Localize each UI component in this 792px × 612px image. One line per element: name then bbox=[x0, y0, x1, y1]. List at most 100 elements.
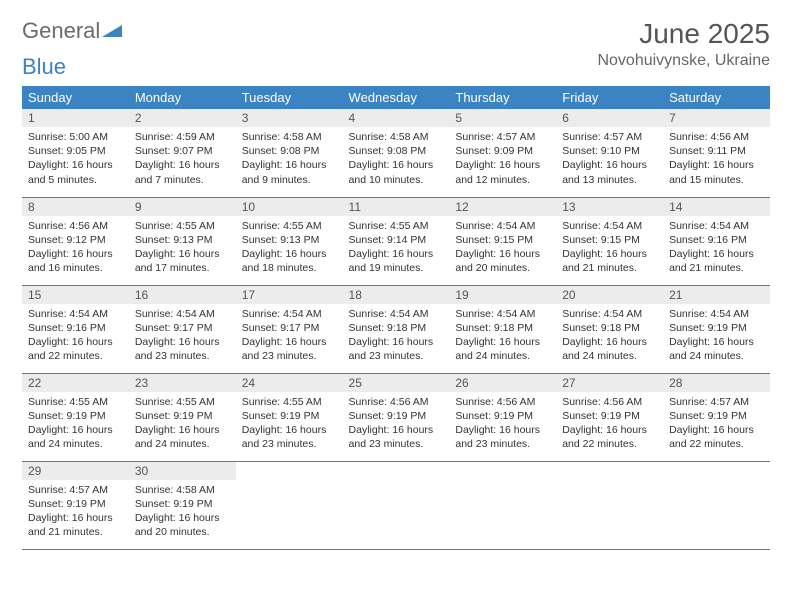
calendar-week-row: 8Sunrise: 4:56 AMSunset: 9:12 PMDaylight… bbox=[22, 197, 770, 285]
day-details: Sunrise: 4:56 AMSunset: 9:12 PMDaylight:… bbox=[22, 216, 129, 280]
sunrise-line: Sunrise: 5:00 AM bbox=[28, 130, 123, 144]
day-details: Sunrise: 4:56 AMSunset: 9:19 PMDaylight:… bbox=[343, 392, 450, 456]
day-details: Sunrise: 4:57 AMSunset: 9:10 PMDaylight:… bbox=[556, 127, 663, 191]
sunset-line: Sunset: 9:19 PM bbox=[349, 409, 444, 423]
day-number: 30 bbox=[129, 462, 236, 480]
daylight-line: Daylight: 16 hours and 24 minutes. bbox=[669, 335, 764, 363]
day-details: Sunrise: 4:55 AMSunset: 9:19 PMDaylight:… bbox=[22, 392, 129, 456]
calendar-cell: 16Sunrise: 4:54 AMSunset: 9:17 PMDayligh… bbox=[129, 285, 236, 373]
sunrise-line: Sunrise: 4:55 AM bbox=[242, 395, 337, 409]
day-details: Sunrise: 4:56 AMSunset: 9:19 PMDaylight:… bbox=[556, 392, 663, 456]
daylight-line: Daylight: 16 hours and 10 minutes. bbox=[349, 158, 444, 186]
day-number: 26 bbox=[449, 374, 556, 392]
calendar-cell: 19Sunrise: 4:54 AMSunset: 9:18 PMDayligh… bbox=[449, 285, 556, 373]
location: Novohuivynske, Ukraine bbox=[597, 52, 770, 70]
day-details: Sunrise: 4:54 AMSunset: 9:15 PMDaylight:… bbox=[449, 216, 556, 280]
sunrise-line: Sunrise: 4:59 AM bbox=[135, 130, 230, 144]
day-details: Sunrise: 4:57 AMSunset: 9:19 PMDaylight:… bbox=[663, 392, 770, 456]
day-number: 4 bbox=[343, 109, 450, 127]
sunset-line: Sunset: 9:19 PM bbox=[669, 409, 764, 423]
daylight-line: Daylight: 16 hours and 21 minutes. bbox=[562, 247, 657, 275]
daylight-line: Daylight: 16 hours and 20 minutes. bbox=[135, 511, 230, 539]
day-number: 20 bbox=[556, 286, 663, 304]
calendar-cell: 7Sunrise: 4:56 AMSunset: 9:11 PMDaylight… bbox=[663, 109, 770, 197]
calendar-cell: 14Sunrise: 4:54 AMSunset: 9:16 PMDayligh… bbox=[663, 197, 770, 285]
sunrise-line: Sunrise: 4:58 AM bbox=[242, 130, 337, 144]
day-details: Sunrise: 4:54 AMSunset: 9:17 PMDaylight:… bbox=[236, 304, 343, 368]
calendar-header-row: SundayMondayTuesdayWednesdayThursdayFrid… bbox=[22, 86, 770, 109]
calendar-week-row: 1Sunrise: 5:00 AMSunset: 9:05 PMDaylight… bbox=[22, 109, 770, 197]
day-number: 1 bbox=[22, 109, 129, 127]
sunset-line: Sunset: 9:14 PM bbox=[349, 233, 444, 247]
calendar-week-row: 22Sunrise: 4:55 AMSunset: 9:19 PMDayligh… bbox=[22, 373, 770, 461]
daylight-line: Daylight: 16 hours and 20 minutes. bbox=[455, 247, 550, 275]
title-block: June 2025 Novohuivynske, Ukraine bbox=[597, 18, 770, 70]
day-details: Sunrise: 4:55 AMSunset: 9:13 PMDaylight:… bbox=[129, 216, 236, 280]
calendar-week-row: 15Sunrise: 4:54 AMSunset: 9:16 PMDayligh… bbox=[22, 285, 770, 373]
weekday-header: Sunday bbox=[22, 86, 129, 109]
calendar-cell: 25Sunrise: 4:56 AMSunset: 9:19 PMDayligh… bbox=[343, 373, 450, 461]
sunset-line: Sunset: 9:15 PM bbox=[455, 233, 550, 247]
sunrise-line: Sunrise: 4:58 AM bbox=[135, 483, 230, 497]
day-details: Sunrise: 4:55 AMSunset: 9:14 PMDaylight:… bbox=[343, 216, 450, 280]
daylight-line: Daylight: 16 hours and 23 minutes. bbox=[135, 335, 230, 363]
sunset-line: Sunset: 9:19 PM bbox=[135, 497, 230, 511]
calendar-cell: 9Sunrise: 4:55 AMSunset: 9:13 PMDaylight… bbox=[129, 197, 236, 285]
daylight-line: Daylight: 16 hours and 13 minutes. bbox=[562, 158, 657, 186]
sunrise-line: Sunrise: 4:54 AM bbox=[669, 219, 764, 233]
sunrise-line: Sunrise: 4:57 AM bbox=[28, 483, 123, 497]
calendar-cell bbox=[663, 461, 770, 549]
day-details: Sunrise: 4:58 AMSunset: 9:08 PMDaylight:… bbox=[343, 127, 450, 191]
day-details: Sunrise: 4:56 AMSunset: 9:11 PMDaylight:… bbox=[663, 127, 770, 191]
day-details: Sunrise: 4:57 AMSunset: 9:09 PMDaylight:… bbox=[449, 127, 556, 191]
calendar-cell: 22Sunrise: 4:55 AMSunset: 9:19 PMDayligh… bbox=[22, 373, 129, 461]
sunrise-line: Sunrise: 4:57 AM bbox=[562, 130, 657, 144]
sunset-line: Sunset: 9:11 PM bbox=[669, 144, 764, 158]
daylight-line: Daylight: 16 hours and 18 minutes. bbox=[242, 247, 337, 275]
day-number: 24 bbox=[236, 374, 343, 392]
sunrise-line: Sunrise: 4:56 AM bbox=[28, 219, 123, 233]
day-details: Sunrise: 4:54 AMSunset: 9:16 PMDaylight:… bbox=[663, 216, 770, 280]
calendar-cell: 30Sunrise: 4:58 AMSunset: 9:19 PMDayligh… bbox=[129, 461, 236, 549]
sunrise-line: Sunrise: 4:57 AM bbox=[669, 395, 764, 409]
daylight-line: Daylight: 16 hours and 23 minutes. bbox=[455, 423, 550, 451]
daylight-line: Daylight: 16 hours and 16 minutes. bbox=[28, 247, 123, 275]
day-details: Sunrise: 4:55 AMSunset: 9:19 PMDaylight:… bbox=[129, 392, 236, 456]
daylight-line: Daylight: 16 hours and 22 minutes. bbox=[669, 423, 764, 451]
daylight-line: Daylight: 16 hours and 23 minutes. bbox=[349, 423, 444, 451]
sunset-line: Sunset: 9:17 PM bbox=[242, 321, 337, 335]
day-details: Sunrise: 4:54 AMSunset: 9:16 PMDaylight:… bbox=[22, 304, 129, 368]
calendar-cell: 2Sunrise: 4:59 AMSunset: 9:07 PMDaylight… bbox=[129, 109, 236, 197]
sunrise-line: Sunrise: 4:56 AM bbox=[562, 395, 657, 409]
sunrise-line: Sunrise: 4:56 AM bbox=[455, 395, 550, 409]
calendar-cell bbox=[556, 461, 663, 549]
daylight-line: Daylight: 16 hours and 12 minutes. bbox=[455, 158, 550, 186]
sunrise-line: Sunrise: 4:55 AM bbox=[135, 219, 230, 233]
day-number: 11 bbox=[343, 198, 450, 216]
sunset-line: Sunset: 9:09 PM bbox=[455, 144, 550, 158]
month-title: June 2025 bbox=[597, 18, 770, 50]
weekday-header: Friday bbox=[556, 86, 663, 109]
sunset-line: Sunset: 9:10 PM bbox=[562, 144, 657, 158]
sunrise-line: Sunrise: 4:54 AM bbox=[28, 307, 123, 321]
calendar-cell: 21Sunrise: 4:54 AMSunset: 9:19 PMDayligh… bbox=[663, 285, 770, 373]
day-number: 25 bbox=[343, 374, 450, 392]
daylight-line: Daylight: 16 hours and 24 minutes. bbox=[455, 335, 550, 363]
sunset-line: Sunset: 9:19 PM bbox=[242, 409, 337, 423]
daylight-line: Daylight: 16 hours and 23 minutes. bbox=[242, 335, 337, 363]
day-number: 8 bbox=[22, 198, 129, 216]
logo-triangle-icon bbox=[102, 23, 124, 39]
day-details: Sunrise: 4:58 AMSunset: 9:19 PMDaylight:… bbox=[129, 480, 236, 544]
day-number: 6 bbox=[556, 109, 663, 127]
sunrise-line: Sunrise: 4:54 AM bbox=[135, 307, 230, 321]
sunset-line: Sunset: 9:17 PM bbox=[135, 321, 230, 335]
sunset-line: Sunset: 9:07 PM bbox=[135, 144, 230, 158]
day-number: 19 bbox=[449, 286, 556, 304]
calendar-cell: 28Sunrise: 4:57 AMSunset: 9:19 PMDayligh… bbox=[663, 373, 770, 461]
sunrise-line: Sunrise: 4:54 AM bbox=[455, 219, 550, 233]
sunset-line: Sunset: 9:19 PM bbox=[562, 409, 657, 423]
calendar-cell: 12Sunrise: 4:54 AMSunset: 9:15 PMDayligh… bbox=[449, 197, 556, 285]
day-details: Sunrise: 4:56 AMSunset: 9:19 PMDaylight:… bbox=[449, 392, 556, 456]
daylight-line: Daylight: 16 hours and 15 minutes. bbox=[669, 158, 764, 186]
daylight-line: Daylight: 16 hours and 22 minutes. bbox=[562, 423, 657, 451]
